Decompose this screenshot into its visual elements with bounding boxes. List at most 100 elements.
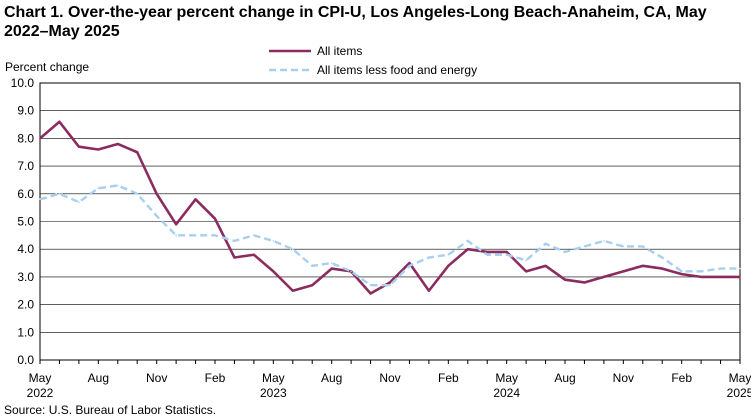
x-tick-label: Feb: [205, 371, 226, 385]
data-point: [330, 262, 333, 264]
data-point: [700, 276, 702, 278]
data-point: [641, 245, 644, 248]
x-tick-label: Feb: [438, 371, 459, 385]
data-point: [466, 248, 469, 250]
data-point: [739, 276, 741, 278]
x-tick-label: Nov: [613, 371, 634, 385]
data-point: [330, 267, 333, 270]
y-tick-label: 10.0: [11, 76, 35, 90]
data-point: [505, 253, 508, 256]
source-note: Source: U.S. Bureau of Labor Statistics.: [4, 403, 217, 417]
data-point: [564, 278, 566, 281]
data-point: [661, 267, 664, 270]
data-point: [505, 251, 508, 253]
data-point: [253, 234, 255, 237]
data-point: [116, 143, 119, 145]
data-point: [136, 193, 139, 195]
x-tick-year-label: 2023: [260, 386, 287, 400]
data-point: [428, 289, 430, 292]
data-point: [408, 262, 411, 264]
data-point: [622, 270, 625, 273]
data-point: [194, 198, 197, 201]
data-point: [155, 193, 158, 195]
data-point: [155, 215, 158, 217]
data-point: [272, 240, 275, 242]
data-point: [408, 265, 411, 267]
data-point: [214, 234, 216, 237]
data-point: [466, 240, 469, 242]
x-tick-label: Nov: [146, 371, 167, 385]
data-point: [564, 251, 566, 253]
data-point: [369, 292, 372, 295]
data-point: [78, 201, 80, 203]
y-axis-label: Percent change: [5, 60, 89, 74]
data-point: [603, 276, 605, 278]
series-lines: [39, 120, 741, 295]
data-point: [311, 265, 314, 267]
y-tick-label: 7.0: [17, 159, 34, 173]
x-tick-label: Aug: [88, 371, 109, 385]
x-tick-label: Nov: [379, 371, 400, 385]
data-point: [583, 281, 586, 284]
x-tick-label: Aug: [554, 371, 575, 385]
data-point: [291, 289, 294, 292]
data-point: [214, 217, 216, 220]
data-point: [116, 184, 119, 187]
legend-label-all-items: All items: [317, 44, 362, 58]
data-point: [389, 281, 391, 284]
gridlines: [40, 82, 740, 333]
data-point: [680, 270, 683, 273]
data-point: [350, 270, 352, 273]
data-point: [389, 284, 391, 287]
data-point: [58, 193, 61, 195]
legend-label-core: All items less food and energy: [317, 63, 477, 77]
data-point: [97, 187, 100, 190]
data-point: [136, 151, 139, 154]
y-tick-label: 1.0: [17, 325, 34, 339]
data-point: [78, 145, 80, 148]
y-tick-label: 8.0: [17, 131, 34, 145]
x-tick-label: May: [729, 371, 751, 385]
data-point: [544, 242, 547, 245]
data-point: [583, 245, 586, 248]
y-tick-label: 2.0: [17, 298, 34, 312]
data-point: [525, 270, 527, 273]
x-tick-label: May: [29, 371, 52, 385]
data-point: [233, 240, 236, 242]
data-point: [641, 265, 644, 267]
y-tick-label: 9.0: [17, 104, 34, 118]
data-point: [253, 253, 255, 256]
data-point: [428, 256, 430, 259]
y-tick-label: 4.0: [17, 242, 34, 256]
series-line-all-items: [39, 120, 740, 295]
axes: 0.01.02.03.04.05.06.07.08.09.010.0May202…: [11, 76, 751, 400]
data-point: [719, 276, 722, 278]
data-point: [39, 198, 41, 201]
data-point: [97, 148, 100, 151]
data-point: [58, 120, 61, 123]
data-point: [680, 273, 683, 275]
data-point: [447, 265, 450, 267]
data-point: [525, 259, 527, 262]
data-point: [544, 265, 547, 267]
y-tick-label: 0.0: [17, 353, 34, 367]
data-point: [719, 267, 722, 270]
data-point: [291, 248, 294, 250]
data-point: [175, 234, 177, 237]
data-point: [739, 267, 741, 270]
data-point: [369, 284, 372, 287]
y-tick-label: 6.0: [17, 187, 34, 201]
x-tick-label: May: [495, 371, 518, 385]
data-point: [622, 245, 625, 248]
data-point: [486, 253, 489, 256]
y-tick-label: 3.0: [17, 270, 34, 284]
x-tick-year-label: 2022: [27, 386, 54, 400]
data-point: [233, 256, 236, 259]
data-point: [603, 240, 605, 242]
legend: All items All items less food and energy: [269, 44, 477, 77]
data-point: [39, 137, 41, 140]
data-point: [272, 270, 275, 273]
x-tick-year-label: 2025: [727, 386, 751, 400]
data-point: [700, 270, 702, 273]
